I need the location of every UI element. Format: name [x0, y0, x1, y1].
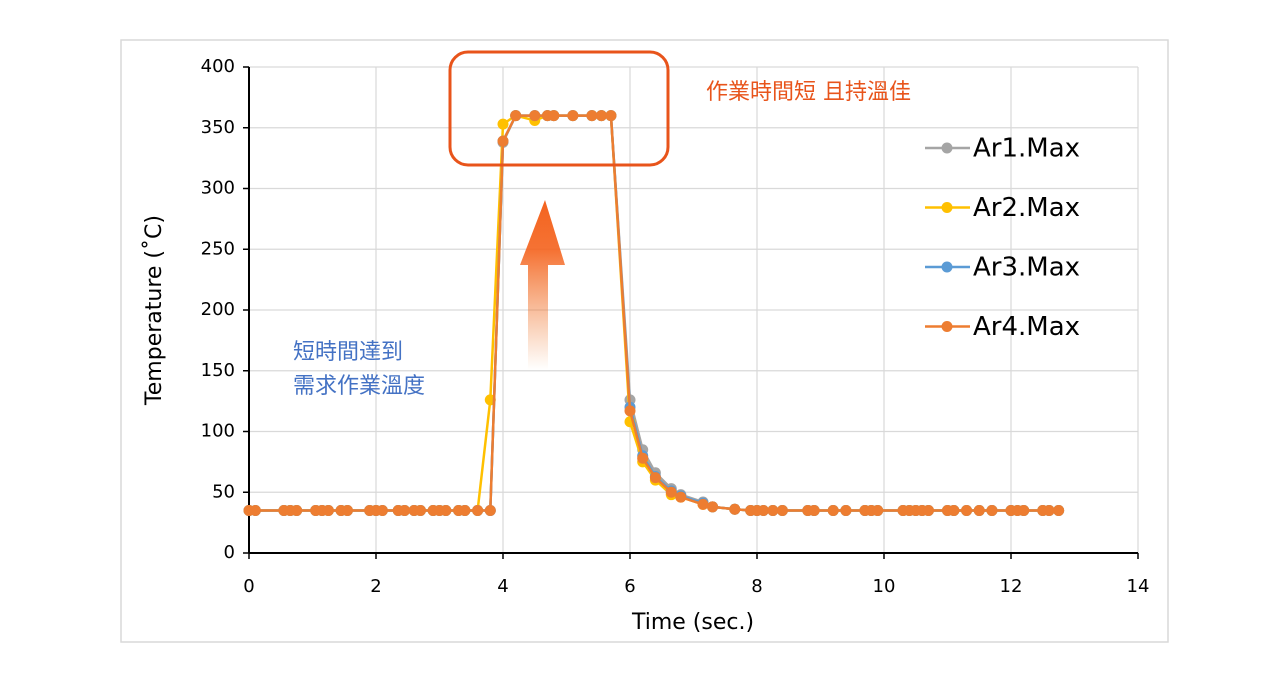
y-tick-label: 250	[201, 238, 235, 259]
legend-marker	[941, 321, 953, 332]
y-tick-label: 350	[201, 117, 235, 138]
data-point	[767, 504, 779, 516]
data-point	[1043, 504, 1055, 516]
data-point	[510, 110, 522, 122]
data-point	[973, 504, 985, 516]
data-point	[624, 405, 636, 417]
data-point	[986, 504, 998, 516]
data-point	[961, 504, 973, 516]
data-point	[697, 498, 709, 510]
data-point	[675, 491, 687, 503]
data-point	[665, 486, 677, 498]
y-tick-label: 300	[201, 178, 235, 199]
data-point	[567, 110, 579, 122]
data-point	[291, 504, 303, 516]
y-tick-label: 0	[224, 542, 235, 563]
x-tick-label: 12	[1000, 576, 1023, 597]
data-point	[376, 504, 388, 516]
data-point	[586, 110, 598, 122]
plot	[243, 110, 1065, 516]
x-axis-title: Time (sec.)	[631, 610, 754, 635]
x-tick-label: 6	[624, 576, 635, 597]
data-point	[808, 504, 820, 516]
axes: 0 50 100 150 200 250 300 350 400 0 2 4 6 8 10 12 14	[201, 56, 1150, 597]
y-tick-label: 100	[201, 421, 235, 442]
data-point	[249, 504, 261, 516]
data-point	[497, 118, 509, 130]
data-point	[548, 110, 560, 122]
legend-label: Ar4.Max	[973, 312, 1080, 342]
data-point	[414, 504, 426, 516]
legend-label: Ar2.Max	[973, 193, 1080, 223]
x-tick-label: 0	[243, 576, 254, 597]
data-point	[1018, 504, 1030, 516]
x-tick-label: 4	[497, 576, 508, 597]
x-tick-label: 8	[751, 576, 762, 597]
legend-label: Ar1.Max	[973, 134, 1080, 164]
annotation: 需求作業溫度	[293, 374, 425, 399]
x-tick-label: 10	[873, 576, 896, 597]
data-point	[595, 110, 607, 122]
data-point	[459, 504, 471, 516]
data-point	[729, 503, 741, 515]
data-point	[322, 504, 334, 516]
data-point	[827, 504, 839, 516]
data-point	[472, 504, 484, 516]
data-point	[637, 452, 649, 464]
data-point	[605, 110, 617, 122]
data-point	[497, 135, 509, 147]
data-point	[649, 472, 661, 484]
annotation: 作業時間短 且持溫佳	[706, 80, 911, 105]
data-point	[707, 501, 719, 513]
chart-frame	[120, 39, 1169, 643]
data-point	[399, 504, 411, 516]
data-point	[840, 504, 852, 516]
data-point	[757, 504, 769, 516]
legend-label: Ar3.Max	[973, 253, 1080, 283]
y-tick-label: 150	[201, 360, 235, 381]
data-point	[872, 504, 884, 516]
annotation: 短時間達到	[293, 340, 403, 365]
y-axis-title: Temperature (˚C)	[142, 215, 167, 406]
data-point	[341, 504, 353, 516]
y-tick-label: 50	[212, 481, 235, 502]
data-point	[948, 504, 960, 516]
y-tick-label: 200	[201, 299, 235, 320]
x-tick-label: 2	[370, 576, 381, 597]
data-point	[440, 504, 452, 516]
highlight-box	[448, 50, 670, 167]
data-point	[922, 504, 934, 516]
data-point	[776, 504, 788, 516]
legend-marker	[941, 261, 953, 273]
y-tick-label: 400	[201, 56, 235, 77]
legend-marker	[941, 142, 953, 154]
rise-arrow	[520, 200, 565, 370]
x-tick-label: 14	[1127, 576, 1150, 597]
data-point	[484, 504, 496, 516]
data-point	[529, 110, 541, 122]
data-point	[1053, 504, 1065, 516]
legend: Ar1.Max Ar2.Max Ar3.Max Ar4.Max	[925, 134, 1080, 342]
legend-marker	[941, 202, 953, 213]
